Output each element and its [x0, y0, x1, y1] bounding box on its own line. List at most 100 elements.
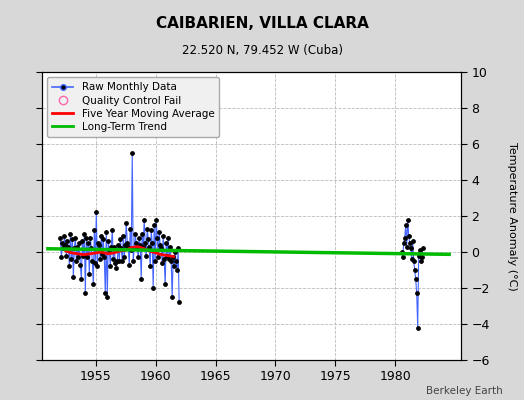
Point: [145, 243, 154, 250]
Point: [158, 260, 167, 266]
Point: [77, 276, 85, 282]
Y-axis label: Temperature Anomaly (°C): Temperature Anomaly (°C): [507, 142, 517, 290]
Point: [129, 258, 137, 264]
Point: [75, 240, 83, 246]
Point: [168, 294, 177, 300]
Point: [114, 242, 123, 248]
Point: [119, 233, 127, 239]
Point: [175, 299, 183, 306]
Point: [153, 234, 161, 241]
Point: [74, 254, 83, 261]
Point: [69, 274, 78, 280]
Point: [399, 240, 408, 246]
Point: [399, 254, 407, 261]
Point: [407, 245, 415, 252]
Point: [64, 243, 72, 250]
Point: [92, 209, 101, 216]
Point: [157, 245, 166, 252]
Point: [94, 240, 103, 246]
Point: [89, 281, 97, 288]
Point: [117, 245, 125, 252]
Point: [84, 240, 93, 246]
Point: [109, 256, 117, 262]
Point: [150, 222, 158, 228]
Point: [164, 234, 172, 241]
Point: [95, 242, 104, 248]
Point: [155, 229, 163, 235]
Point: [174, 245, 182, 252]
Point: [100, 254, 108, 261]
Point: [416, 247, 424, 254]
Point: [142, 252, 150, 259]
Point: [412, 290, 421, 297]
Point: [78, 238, 86, 244]
Point: [124, 243, 133, 250]
Point: [112, 265, 121, 271]
Point: [56, 234, 64, 241]
Point: [418, 254, 426, 261]
Point: [141, 240, 149, 246]
Point: [413, 324, 422, 331]
Point: [108, 227, 116, 234]
Point: [79, 252, 88, 259]
Point: [97, 233, 105, 239]
Point: [133, 245, 141, 252]
Point: [125, 262, 134, 268]
Point: [106, 263, 114, 270]
Point: [66, 231, 74, 237]
Point: [165, 256, 173, 262]
Point: [149, 285, 157, 291]
Point: [143, 225, 151, 232]
Point: [61, 242, 70, 248]
Point: [401, 222, 410, 228]
Point: [122, 220, 130, 226]
Text: Berkeley Earth: Berkeley Earth: [427, 386, 503, 396]
Point: [101, 290, 110, 297]
Point: [105, 247, 114, 254]
Text: 22.520 N, 79.452 W (Cuba): 22.520 N, 79.452 W (Cuba): [181, 44, 343, 57]
Point: [147, 227, 156, 234]
Point: [400, 234, 409, 241]
Point: [144, 236, 152, 242]
Point: [96, 256, 104, 262]
Point: [72, 258, 81, 264]
Point: [402, 243, 411, 250]
Point: [167, 258, 176, 264]
Point: [134, 254, 143, 261]
Point: [68, 236, 77, 242]
Point: [67, 256, 75, 262]
Point: [85, 270, 93, 277]
Point: [406, 240, 414, 246]
Point: [131, 231, 139, 237]
Point: [76, 262, 84, 268]
Point: [57, 254, 66, 261]
Point: [118, 258, 126, 264]
Point: [140, 216, 148, 223]
Point: [410, 267, 419, 273]
Point: [103, 294, 112, 300]
Point: [110, 243, 118, 250]
Point: [58, 240, 67, 246]
Point: [98, 250, 106, 257]
Point: [408, 256, 416, 262]
Point: [173, 267, 181, 273]
Point: [138, 231, 146, 237]
Point: [171, 249, 179, 255]
Point: [154, 254, 162, 261]
Point: [139, 243, 147, 250]
Point: [102, 229, 111, 235]
Point: [128, 150, 136, 156]
Point: [115, 258, 124, 264]
Point: [405, 233, 413, 239]
Point: [419, 245, 427, 252]
Point: [161, 281, 169, 288]
Point: [172, 258, 180, 264]
Point: [86, 234, 94, 241]
Point: [152, 216, 160, 223]
Point: [87, 245, 95, 252]
Point: [410, 258, 418, 264]
Point: [127, 247, 135, 254]
Point: [403, 216, 412, 223]
Point: [111, 260, 119, 266]
Point: [120, 254, 128, 261]
